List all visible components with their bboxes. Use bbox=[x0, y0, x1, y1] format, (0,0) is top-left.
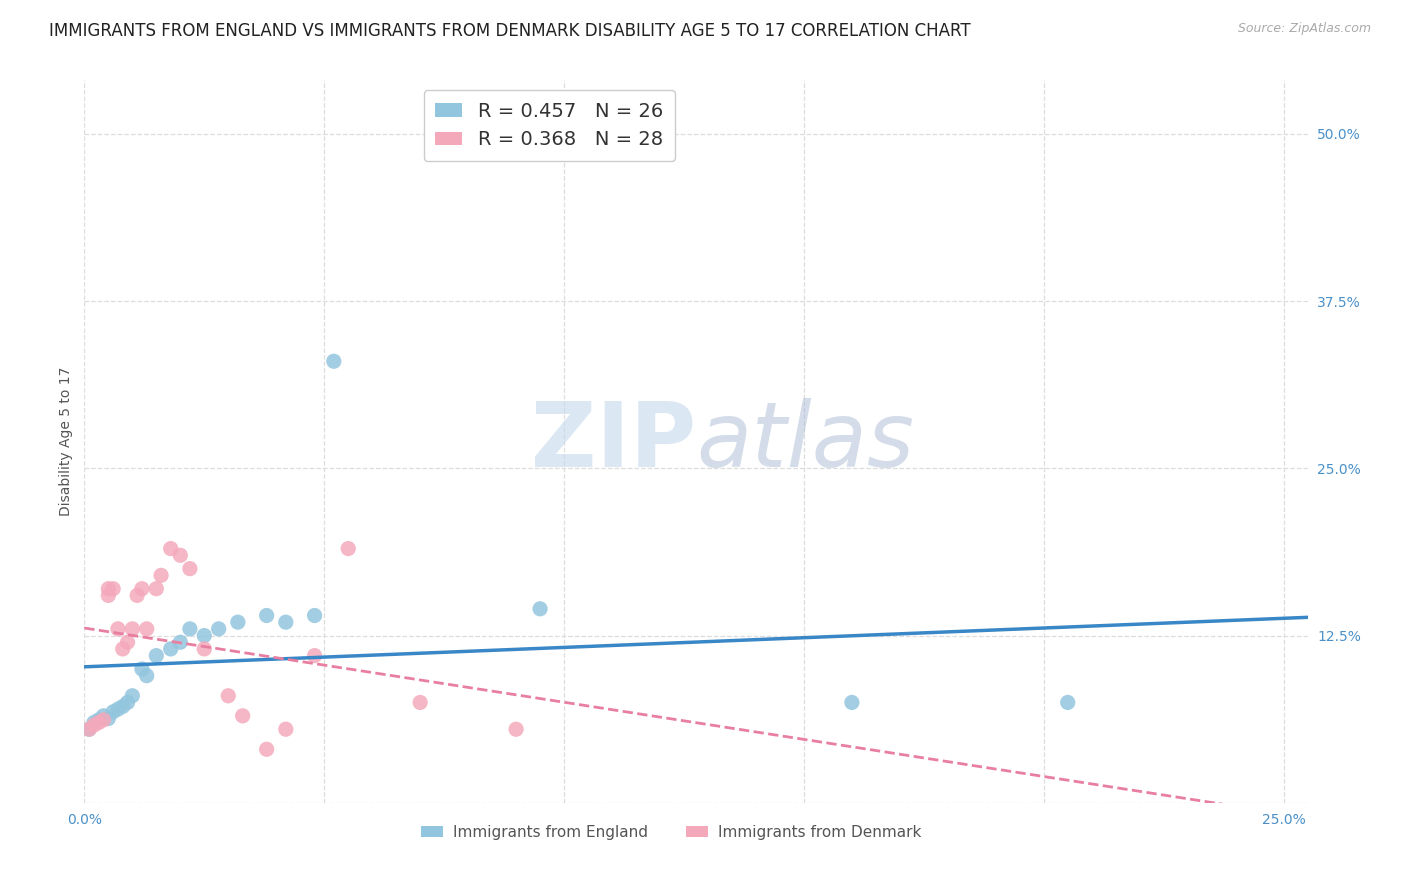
Point bbox=[159, 642, 181, 657]
Point bbox=[274, 723, 297, 737]
Text: IMMIGRANTS FROM ENGLAND VS IMMIGRANTS FROM DENMARK DISABILITY AGE 5 TO 17 CORREL: IMMIGRANTS FROM ENGLAND VS IMMIGRANTS FR… bbox=[49, 22, 970, 40]
Point bbox=[409, 696, 432, 710]
Point bbox=[83, 718, 105, 732]
Point bbox=[93, 708, 115, 723]
Point bbox=[87, 713, 110, 727]
Point bbox=[304, 648, 326, 663]
Point bbox=[101, 582, 124, 596]
Point bbox=[193, 628, 215, 642]
Point bbox=[77, 723, 100, 737]
Point bbox=[121, 689, 143, 703]
Y-axis label: Disability Age 5 to 17: Disability Age 5 to 17 bbox=[59, 367, 73, 516]
Point bbox=[117, 696, 139, 710]
Point bbox=[121, 622, 143, 636]
Point bbox=[179, 622, 201, 636]
Point bbox=[208, 622, 231, 636]
Point bbox=[131, 582, 153, 596]
Point bbox=[217, 689, 239, 703]
Point bbox=[193, 642, 215, 657]
Point bbox=[159, 541, 181, 556]
Point bbox=[101, 705, 124, 719]
Point bbox=[93, 713, 115, 727]
Point bbox=[226, 615, 249, 630]
Point bbox=[256, 742, 278, 756]
Text: atlas: atlas bbox=[696, 398, 914, 485]
Point bbox=[83, 715, 105, 730]
Text: ZIP: ZIP bbox=[531, 398, 696, 485]
Point bbox=[87, 715, 110, 730]
Point bbox=[111, 642, 134, 657]
Point bbox=[111, 699, 134, 714]
Point bbox=[107, 622, 129, 636]
Point bbox=[77, 723, 100, 737]
Point bbox=[150, 568, 173, 582]
Point bbox=[145, 582, 167, 596]
Text: Source: ZipAtlas.com: Source: ZipAtlas.com bbox=[1237, 22, 1371, 36]
Point bbox=[131, 662, 153, 676]
Point bbox=[169, 548, 191, 563]
Point bbox=[322, 354, 344, 368]
Point bbox=[256, 608, 278, 623]
Point bbox=[841, 696, 863, 710]
Point bbox=[135, 669, 157, 683]
Point bbox=[169, 635, 191, 649]
Point bbox=[145, 648, 167, 663]
Point bbox=[127, 589, 149, 603]
Point bbox=[97, 589, 120, 603]
Point bbox=[1056, 696, 1078, 710]
Point bbox=[529, 602, 551, 616]
Point bbox=[107, 702, 129, 716]
Point bbox=[117, 635, 139, 649]
Point bbox=[274, 615, 297, 630]
Point bbox=[135, 622, 157, 636]
Point bbox=[97, 582, 120, 596]
Point bbox=[232, 708, 254, 723]
Point bbox=[337, 541, 360, 556]
Point bbox=[179, 562, 201, 576]
Point bbox=[505, 723, 527, 737]
Point bbox=[304, 608, 326, 623]
Point bbox=[97, 712, 120, 726]
Legend: Immigrants from England, Immigrants from Denmark: Immigrants from England, Immigrants from… bbox=[415, 819, 928, 846]
